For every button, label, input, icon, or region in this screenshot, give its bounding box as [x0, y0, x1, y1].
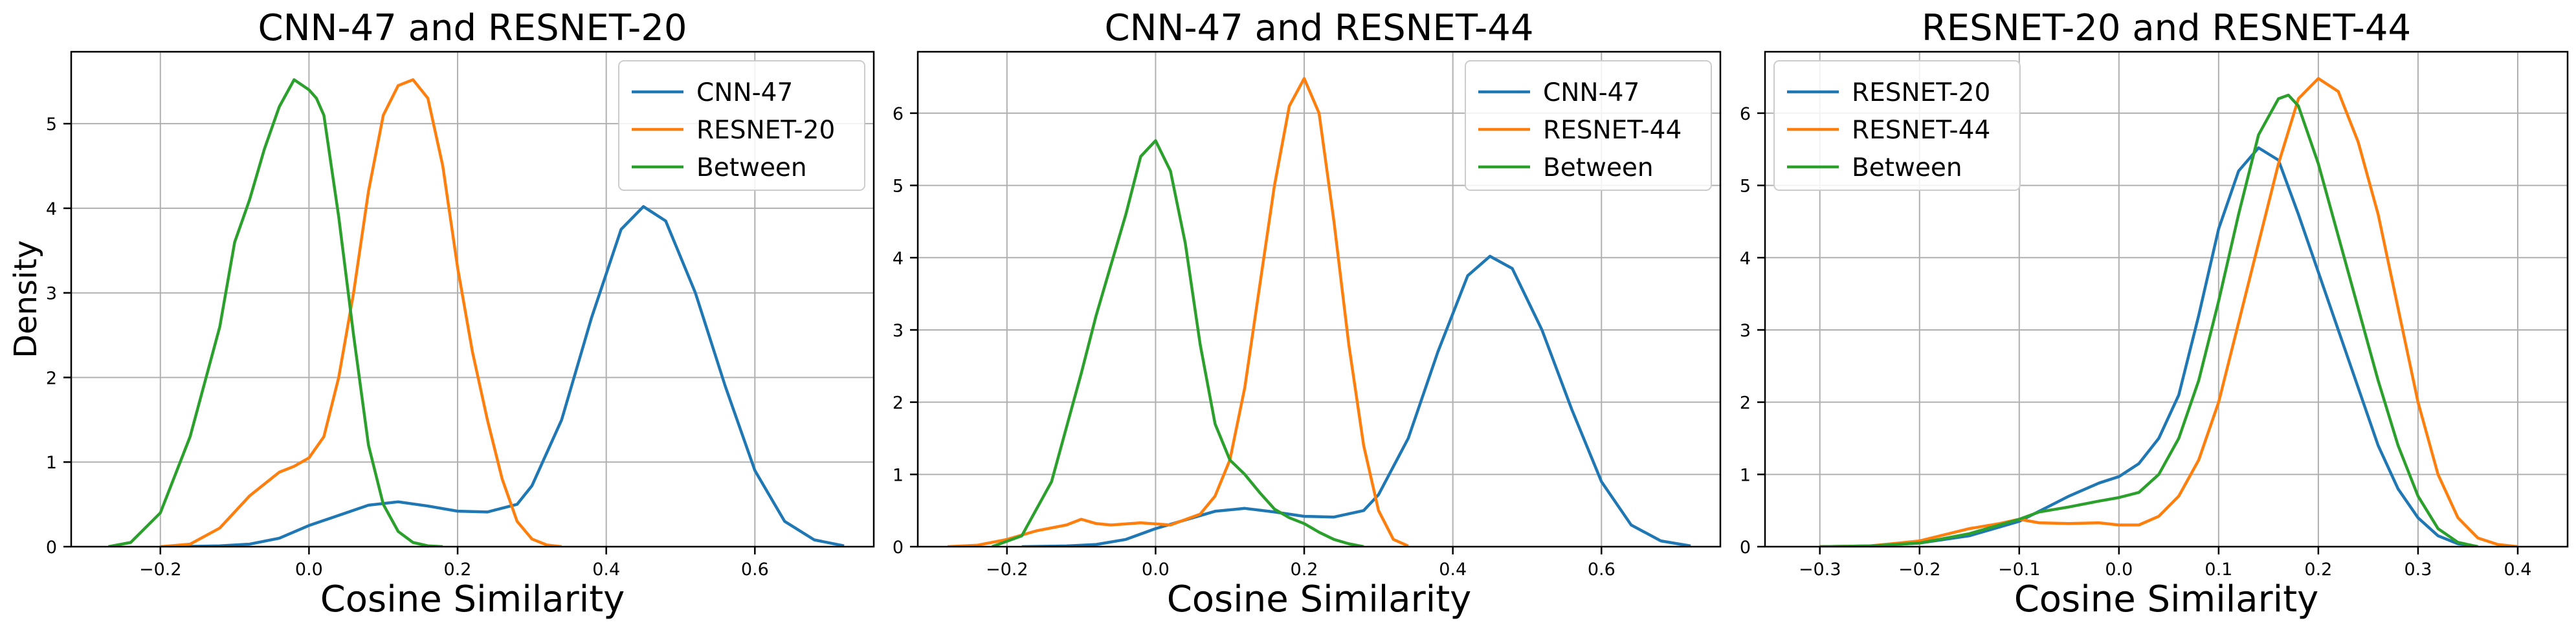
chart-panel-1: −0.2 0.0 0.2 0.4 0.6 0 1 2 3 4 5 CNN-47 and RESNET-… — [8, 7, 875, 620]
y-tick-label: 1 — [1740, 465, 1751, 485]
y-tick-label: 4 — [46, 199, 57, 219]
y-tick-label: 6 — [1740, 104, 1751, 124]
x-tick-label: −0.2 — [986, 560, 1028, 580]
y-tick-label: 6 — [893, 104, 904, 124]
y-tick-label: 0 — [1740, 538, 1751, 558]
legend-label: Between — [1543, 153, 1654, 182]
x-axis-label: Cosine Similarity — [1167, 578, 1472, 620]
y-tick-label: 1 — [46, 453, 57, 473]
x-tick-label: −0.3 — [1799, 560, 1841, 580]
y-tick-label: 5 — [46, 115, 57, 135]
y-tick-label: 3 — [1740, 321, 1751, 341]
legend: RESNET-20 RESNET-44 Between — [1773, 60, 2021, 191]
x-tick-label: 0.4 — [592, 560, 620, 580]
plot-frame — [916, 50, 1722, 548]
series-line-resnet-20 — [1819, 146, 2478, 547]
y-tick-label: 5 — [1740, 177, 1751, 197]
chart-title: RESNET-20 and RESNET-44 — [1922, 7, 2411, 49]
x-tick-label: −0.2 — [1898, 560, 1941, 580]
legend-label: RESNET-44 — [1852, 116, 1990, 145]
legend-label: CNN-47 — [696, 78, 793, 107]
y-tick-label: 3 — [893, 321, 904, 341]
legend: CNN-47 RESNET-44 Between — [1465, 60, 1712, 191]
legend-label: RESNET-20 — [1852, 78, 1990, 107]
series-line-resnet-44 — [947, 77, 1409, 547]
legend-label: RESNET-20 — [696, 116, 835, 145]
y-axis-label: Density — [8, 240, 44, 358]
y-tick-label: 2 — [46, 368, 57, 388]
series-line-between — [107, 78, 443, 547]
x-axis-label: Cosine Similarity — [2014, 578, 2319, 620]
plot-frame — [1764, 50, 2569, 548]
legend-label: Between — [696, 153, 807, 182]
x-axis-label: Cosine Similarity — [320, 578, 625, 620]
chart-panel-3: −0.3 −0.2 −0.1 0.0 0.1 0.2 0.3 0.4 0 1 2 3 4 5 6 RESNET… — [1740, 7, 2569, 620]
x-tick-label: 0.3 — [2404, 560, 2432, 580]
y-tick-label: 2 — [1740, 393, 1751, 413]
plot-frame — [70, 50, 875, 548]
legend-label: Between — [1852, 153, 1962, 182]
chart-title: CNN-47 and RESNET-44 — [1105, 7, 1534, 49]
legend: CNN-47 RESNET-20 Between — [618, 60, 865, 191]
x-tick-label: −0.1 — [1998, 560, 2041, 580]
x-tick-label: 0.1 — [2204, 560, 2232, 580]
series-line-cnn-47 — [175, 205, 845, 547]
x-tick-label: 0.0 — [2105, 560, 2133, 580]
series-line-cnn-47 — [1021, 254, 1691, 547]
y-tick-label: 0 — [893, 538, 904, 558]
x-tick-label: 0.6 — [1588, 560, 1616, 580]
y-tick-label: 1 — [893, 465, 904, 485]
legend-label: RESNET-44 — [1543, 116, 1682, 145]
series-line-between — [992, 139, 1364, 547]
x-tick-label: 0.0 — [1142, 560, 1170, 580]
y-tick-label: 3 — [46, 284, 57, 304]
x-tick-label: 0.2 — [444, 560, 472, 580]
series-line-resnet-20 — [160, 78, 562, 547]
y-tick-label: 5 — [893, 177, 904, 197]
legend-label: CNN-47 — [1543, 78, 1639, 107]
x-tick-label: 0.4 — [1439, 560, 1467, 580]
x-tick-label: 0.0 — [295, 560, 323, 580]
series-line-between — [1819, 93, 2478, 547]
x-tick-label: 0.2 — [2304, 560, 2332, 580]
y-tick-label: 4 — [893, 248, 904, 268]
y-tick-label: 2 — [893, 393, 904, 413]
y-tick-label: 4 — [1740, 248, 1751, 268]
y-tick-label: 0 — [46, 538, 57, 558]
chart-panel-2: −0.2 0.0 0.2 0.4 0.6 0 1 2 3 4 5 6 CNN-47 and RESNET… — [893, 7, 1722, 620]
x-tick-label: 0.2 — [1291, 560, 1318, 580]
x-tick-label: 0.6 — [741, 560, 769, 580]
chart-title: CNN-47 and RESNET-20 — [258, 7, 687, 49]
x-tick-label: −0.2 — [139, 560, 182, 580]
x-tick-label: 0.4 — [2504, 560, 2532, 580]
